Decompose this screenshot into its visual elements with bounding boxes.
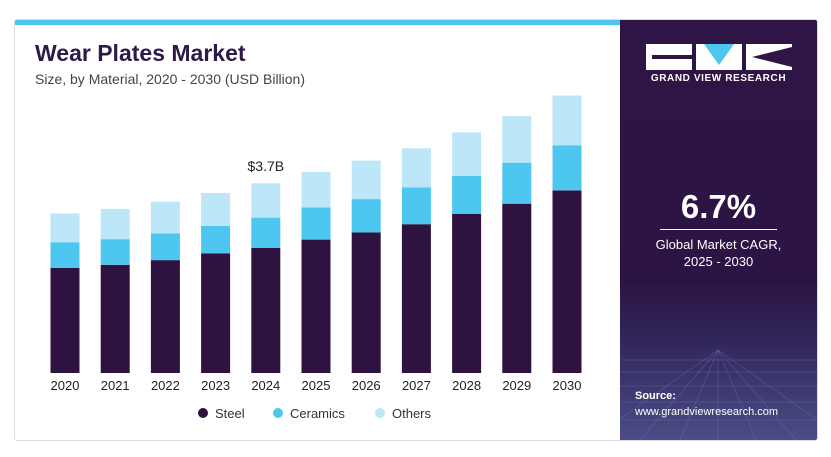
bar-others-2023 [201, 193, 231, 226]
x-tick-label: 2028 [452, 378, 481, 393]
bar-ceramics-2026 [351, 199, 381, 233]
bar-others-2025 [301, 171, 331, 208]
cagr-value: 6.7% [680, 188, 757, 225]
grand-view-research-logo [646, 44, 792, 70]
accent-rule [15, 20, 620, 25]
legend-item-others: Others [375, 405, 431, 421]
bar-steel-2025 [301, 239, 331, 373]
legend-swatch-steel [198, 408, 208, 418]
bar-ceramics-2022 [150, 233, 180, 261]
bar-steel-2024 [251, 247, 281, 373]
chart-subtitle: Size, by Material, 2020 - 2030 (USD Bill… [35, 71, 306, 87]
bar-ceramics-2029 [502, 162, 532, 204]
grid-floor-decoration [620, 349, 817, 440]
brand-name: GRAND VIEW RESEARCH [650, 73, 787, 84]
bar-others-2028 [452, 132, 482, 176]
source-link[interactable]: www.grandviewresearch.com [635, 406, 779, 418]
x-tick-label: 2023 [201, 378, 230, 393]
bar-ceramics-2027 [401, 187, 431, 225]
bar-steel-2029 [502, 203, 532, 373]
x-tick-label: 2021 [101, 378, 130, 393]
x-tick-label: 2029 [502, 378, 531, 393]
bar-others-2027 [401, 148, 431, 188]
infographic-card: Wear Plates Market Size, by Material, 20… [14, 19, 818, 441]
legend-swatch-others [375, 408, 385, 418]
bar-others-2022 [150, 201, 180, 234]
bar-ceramics-2021 [100, 239, 130, 265]
bar-ceramics-2028 [452, 176, 482, 214]
x-tick-label: 2025 [302, 378, 331, 393]
bar-others-2021 [100, 208, 130, 240]
bar-ceramics-2030 [552, 145, 582, 191]
chart-title: Wear Plates Market [35, 40, 246, 66]
cagr-divider [660, 229, 777, 230]
x-tick-label: 2022 [151, 378, 180, 393]
bar-steel-2030 [552, 190, 582, 373]
bar-ceramics-2024 [251, 217, 281, 248]
x-tick-label: 2026 [352, 378, 381, 393]
bar-ceramics-2020 [50, 242, 80, 268]
x-tick-label: 2027 [402, 378, 431, 393]
bar-steel-2021 [100, 264, 130, 373]
legend-swatch-ceramics [273, 408, 283, 418]
chart-panel: Wear Plates Market Size, by Material, 20… [15, 20, 620, 440]
legend-item-ceramics: Ceramics [273, 405, 345, 421]
bar-steel-2028 [452, 214, 482, 373]
legend-item-steel: Steel [198, 405, 245, 421]
bar-ceramics-2023 [201, 225, 231, 254]
sidebar-panel: GRAND VIEW RESEARCH 6.7% Global Market C… [620, 20, 817, 440]
bar-steel-2023 [201, 253, 231, 373]
bar-ceramics-2025 [301, 207, 331, 240]
bar-others-2030 [552, 95, 582, 146]
x-tick-label: 2030 [553, 378, 582, 393]
cagr-label-line-2: 2025 - 2030 [683, 254, 754, 269]
cagr-label-line-1: Global Market CAGR, [655, 237, 782, 252]
legend-label-others: Others [392, 405, 432, 421]
bar-others-2020 [50, 213, 80, 243]
cagr-label: Global Market CAGR, 2025 - 2030 [620, 236, 817, 270]
stacked-bar-chart: 2020 2021 2022 2023 2024 $3.7B 2025 2026 2027 202… [50, 95, 582, 393]
x-tick-label: 2020 [51, 378, 80, 393]
bar-steel-2020 [50, 267, 80, 373]
bar-steel-2027 [401, 224, 431, 373]
legend-label-steel: Steel [215, 405, 245, 421]
bar-steel-2022 [150, 260, 180, 373]
x-tick-label: 2024 [251, 378, 280, 393]
bar-steel-2026 [351, 232, 381, 373]
bar-others-2024 [251, 183, 281, 218]
bar-others-2026 [351, 160, 381, 200]
source-heading: Source: [635, 390, 676, 402]
legend-label-ceramics: Ceramics [290, 405, 345, 421]
data-label-2024: $3.7B [248, 158, 285, 174]
bar-others-2029 [502, 116, 532, 163]
